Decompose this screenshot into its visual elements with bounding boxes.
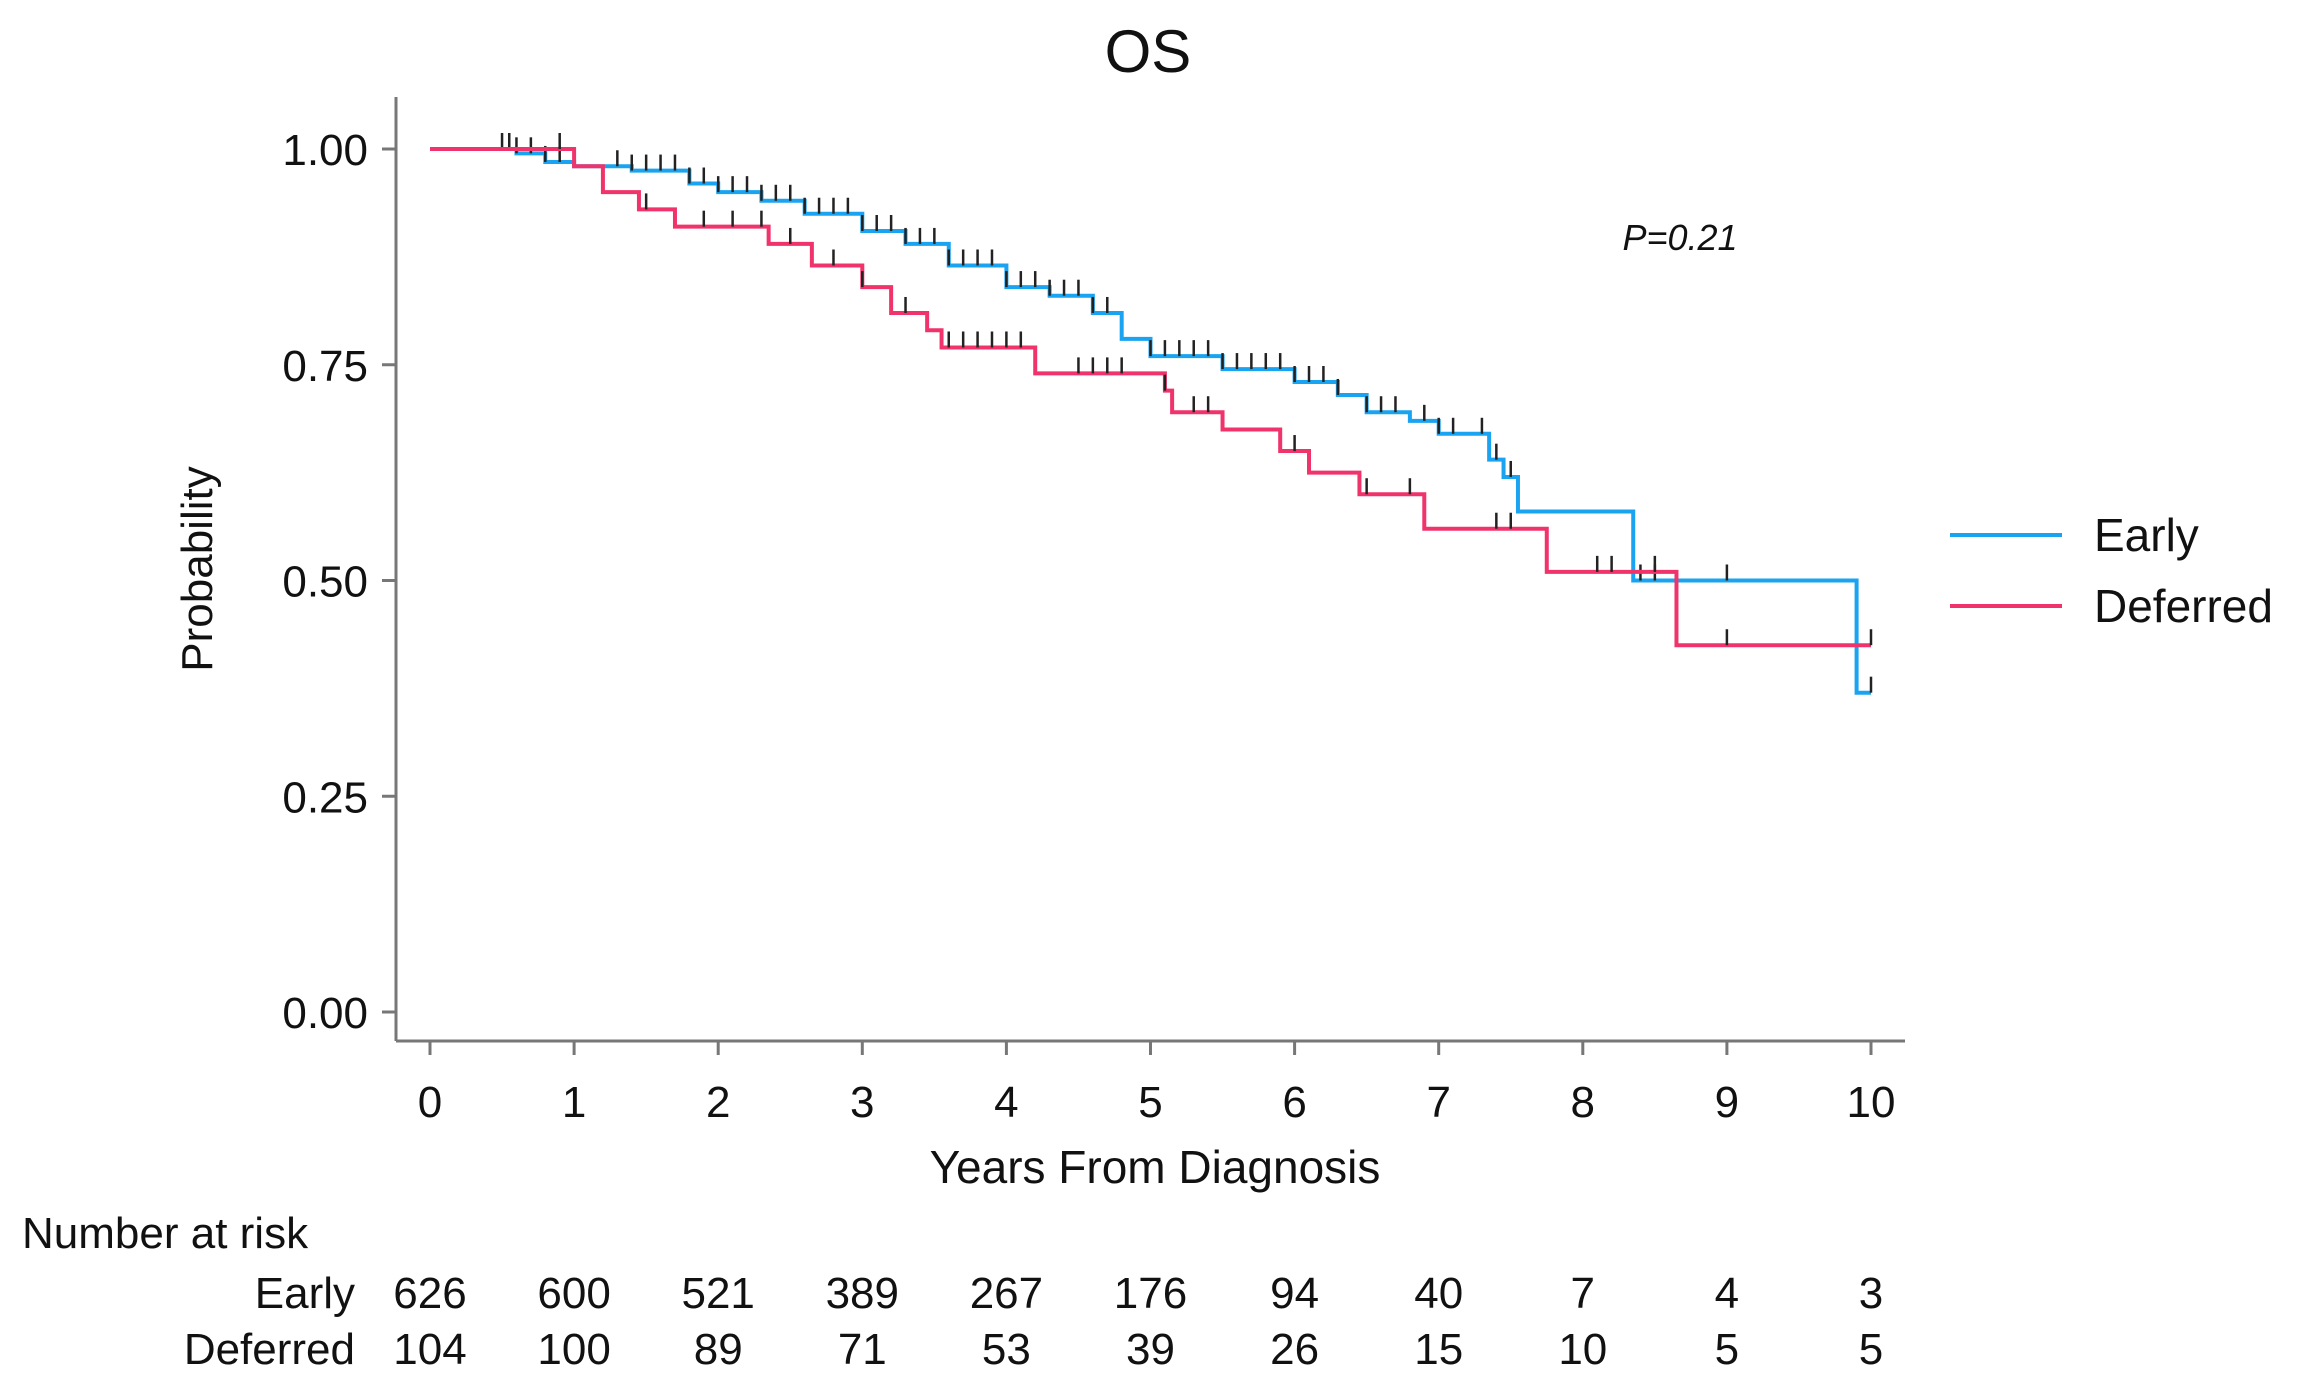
risk-value: 5 — [1859, 1325, 1883, 1374]
x-tick-label: 4 — [994, 1078, 1018, 1127]
x-tick-label: 5 — [1138, 1078, 1162, 1127]
x-tick-label: 2 — [706, 1078, 730, 1127]
risk-value: 39 — [1126, 1325, 1175, 1374]
risk-row-label: Deferred — [184, 1325, 355, 1374]
risk-value: 26 — [1270, 1325, 1319, 1374]
series-line-deferred — [430, 147, 1871, 648]
risk-value: 40 — [1414, 1269, 1463, 1318]
legend-label: Early — [2094, 509, 2199, 561]
risk-value: 267 — [970, 1269, 1043, 1318]
risk-value: 626 — [393, 1269, 466, 1318]
risk-value: 3 — [1859, 1269, 1883, 1318]
x-tick-label: 9 — [1715, 1078, 1739, 1127]
risk-value: 104 — [393, 1325, 466, 1374]
risk-value: 89 — [694, 1325, 743, 1374]
risk-value: 100 — [537, 1325, 610, 1374]
risk-row-label: Early — [255, 1269, 355, 1318]
risk-value: 53 — [982, 1325, 1031, 1374]
risk-value: 10 — [1558, 1325, 1607, 1374]
y-tick-label: 0.75 — [282, 342, 368, 391]
y-tick-label: 0.50 — [282, 558, 368, 607]
risk-value: 4 — [1715, 1269, 1739, 1318]
risk-value: 71 — [838, 1325, 887, 1374]
x-tick-label: 7 — [1426, 1078, 1450, 1127]
risk-value: 15 — [1414, 1325, 1463, 1374]
risk-value: 389 — [826, 1269, 899, 1318]
x-tick-label: 3 — [850, 1078, 874, 1127]
risk-value: 94 — [1270, 1269, 1319, 1318]
y-tick-label: 1.00 — [282, 126, 368, 175]
y-axis-label: Probability — [173, 466, 222, 671]
risk-value: 7 — [1571, 1269, 1595, 1318]
y-tick-label: 0.00 — [282, 989, 368, 1038]
x-tick-label: 10 — [1847, 1078, 1896, 1127]
risk-table-title: Number at risk — [22, 1209, 309, 1258]
x-tick-label: 8 — [1571, 1078, 1595, 1127]
x-tick-label: 6 — [1282, 1078, 1306, 1127]
x-tick-label: 0 — [418, 1078, 442, 1127]
y-tick-label: 0.25 — [282, 773, 368, 822]
risk-value: 5 — [1715, 1325, 1739, 1374]
risk-value: 176 — [1114, 1269, 1187, 1318]
risk-value: 600 — [537, 1269, 610, 1318]
chart-title: OS — [1105, 18, 1192, 85]
risk-value: 521 — [681, 1269, 754, 1318]
p-value-annotation: P=0.21 — [1622, 217, 1737, 258]
x-tick-label: 1 — [562, 1078, 586, 1127]
x-axis-label: Years From Diagnosis — [930, 1141, 1381, 1193]
legend-label: Deferred — [2094, 580, 2273, 632]
